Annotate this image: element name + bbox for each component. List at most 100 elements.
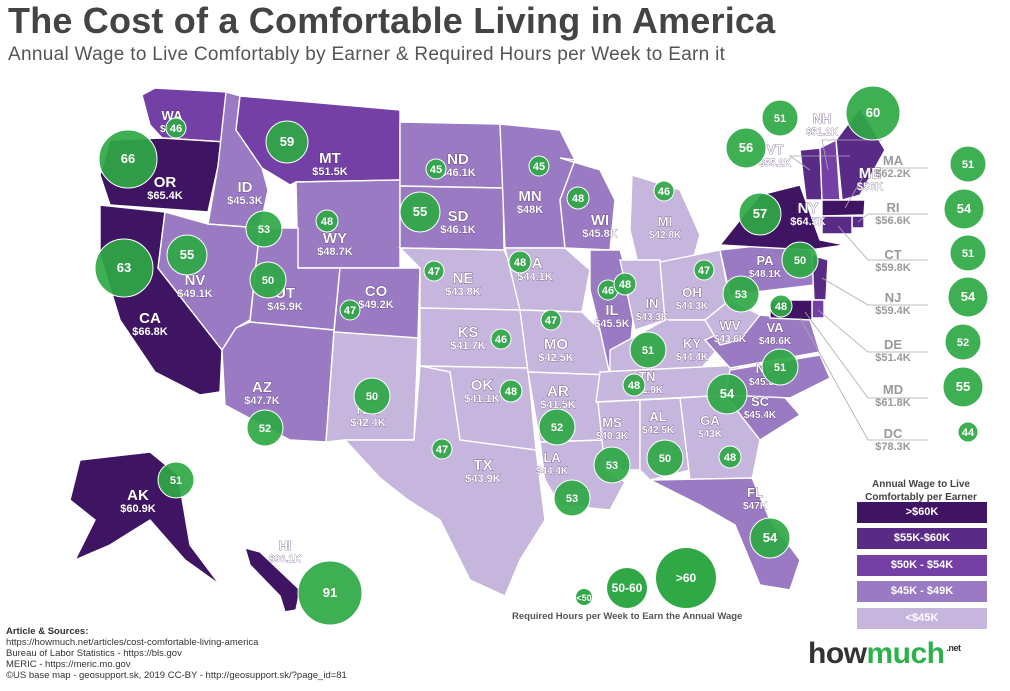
state-code: KY: [683, 336, 701, 351]
state-wage: $45.9K: [267, 301, 303, 313]
state-code: MT: [319, 150, 341, 167]
hours-bubble-ga: 48: [718, 445, 742, 469]
label-nj: NJ$59.4K: [875, 290, 911, 317]
label-fl: FL$47K: [743, 485, 768, 513]
hours-bubble-nh: 51: [761, 99, 799, 137]
hours-bubble-pa: 50: [781, 241, 819, 279]
bubble-circle: [425, 158, 447, 180]
state-code: NJ: [885, 290, 902, 305]
hours-bubble-wy: 48: [315, 209, 339, 233]
bubble-hours: 50: [659, 453, 671, 465]
label-vt: VT$55.2K: [759, 142, 792, 170]
state-wage: $44.3K: [676, 301, 709, 312]
bubble-circle: [157, 461, 195, 499]
state-wage: $51.5K: [312, 166, 348, 178]
state-code: NY: [798, 200, 819, 217]
bubble-hours: 54: [720, 386, 735, 401]
bubble-hours: 63: [117, 260, 131, 275]
label-ca: CA$66.8K: [132, 310, 168, 339]
hours-legend-item: >60: [656, 548, 716, 608]
state-wage: $51.2K: [806, 127, 839, 138]
hours-bubble-me: 60: [845, 85, 901, 141]
bubble-hours: 55: [413, 204, 427, 219]
leader-line: [817, 309, 928, 353]
state-code: VA: [766, 320, 784, 335]
hours-size-legend: <50 50-60 >60: [576, 548, 716, 608]
hours-bubble-ri: 54: [943, 188, 985, 230]
label-dc: DC$78.3K: [875, 426, 911, 453]
state-wage: $43K: [698, 429, 723, 440]
bubble-circle: [98, 129, 158, 189]
legend-item-gt60: >$60K: [857, 502, 987, 523]
bubble-hours: 51: [962, 159, 974, 171]
label-md: MD$61.8K: [875, 382, 911, 409]
bubble-hours: 45: [533, 161, 545, 173]
bubble-hours: 52: [259, 423, 271, 435]
bubble-circle: [540, 309, 562, 331]
state-wage: $41.9K: [631, 385, 664, 396]
bubble-circle: [629, 331, 667, 369]
hours-bubble-tx: 47: [431, 438, 453, 460]
hours-bubble-mt: 59: [265, 120, 309, 164]
state-code: HI: [279, 538, 292, 553]
label-mn: MN$48K: [517, 188, 544, 217]
bubble-circle: [399, 191, 441, 233]
bubble-hours: 46: [602, 285, 614, 297]
state-code: IN: [646, 296, 659, 311]
label-co: CO$49.2K: [358, 283, 394, 312]
bubble-hours: 45: [430, 164, 442, 176]
label-ma: MA$62.2K: [875, 153, 911, 180]
label-wv: WV$43.6K: [714, 318, 747, 346]
leader-line: [844, 167, 928, 209]
state-wage: $47.7K: [244, 395, 280, 407]
hours-bubble-sc: 54: [706, 373, 748, 415]
state-wage: $43.3K: [636, 312, 669, 323]
state-code: FL: [747, 485, 763, 500]
label-ks: KS$41.7K: [450, 324, 486, 353]
state-code: AK: [127, 487, 149, 504]
source-line: Bureau of Labor Statistics - https://bls…: [6, 648, 182, 659]
wage-legend-title-line2: Comfortably per Earner: [865, 492, 977, 503]
state-wage: $42.4K: [350, 417, 386, 429]
label-ak: AK$60.9K: [120, 487, 156, 516]
label-il: IL$45.5K: [594, 302, 630, 331]
state-wage: $60.9K: [120, 503, 156, 515]
bubble-circle: [566, 186, 590, 210]
hours-bubble-ny: 57: [738, 192, 782, 236]
legend-item-50-54: $50K - $54K: [857, 555, 987, 576]
state-wage: $40.3K: [596, 431, 629, 442]
bubble-circle: [265, 120, 309, 164]
bubble-circle: [622, 373, 646, 397]
label-de: DE$51.4K: [875, 337, 911, 364]
label-sc: SC$45.4K: [744, 394, 777, 422]
bubble-circle: [613, 272, 637, 296]
bubble-circle: [245, 210, 283, 248]
state-code: SC: [751, 394, 770, 409]
hours-legend-circle: [576, 589, 592, 605]
label-hi: HI$96.1K: [269, 538, 302, 566]
state-code: ME: [859, 165, 882, 182]
state-code: PA: [756, 253, 774, 268]
label-or: OR$65.4K: [147, 174, 183, 203]
hours-bubble-ca: 63: [94, 238, 154, 298]
bubble-circle: [94, 238, 154, 298]
source-line: ©US base map - geosupport.sk, 2019 CC-BY…: [6, 670, 347, 681]
bubble-hours: 52: [551, 422, 563, 434]
label-sd: SD$46.1K: [440, 208, 476, 237]
source-line: MERIC - https://meric.mo.gov: [6, 659, 131, 670]
bubble-circle: [706, 373, 748, 415]
state-code: AZ: [252, 379, 272, 396]
hours-bubble-vt: 56: [725, 127, 767, 169]
state-wage: $51.4K: [875, 352, 911, 364]
label-mt: MT$51.5K: [312, 150, 348, 179]
bubble-hours: 48: [514, 257, 526, 269]
bubble-circle: [845, 85, 901, 141]
state-wage: $59.4K: [875, 305, 911, 317]
state-wage: $62.2K: [875, 168, 911, 180]
label-id: ID$45.3K: [227, 179, 263, 208]
bubble-hours: 53: [566, 493, 578, 505]
state-wage: $45.8K: [582, 228, 618, 240]
bubble-hours: 54: [763, 530, 778, 545]
state-wage: $48.6K: [759, 336, 792, 347]
